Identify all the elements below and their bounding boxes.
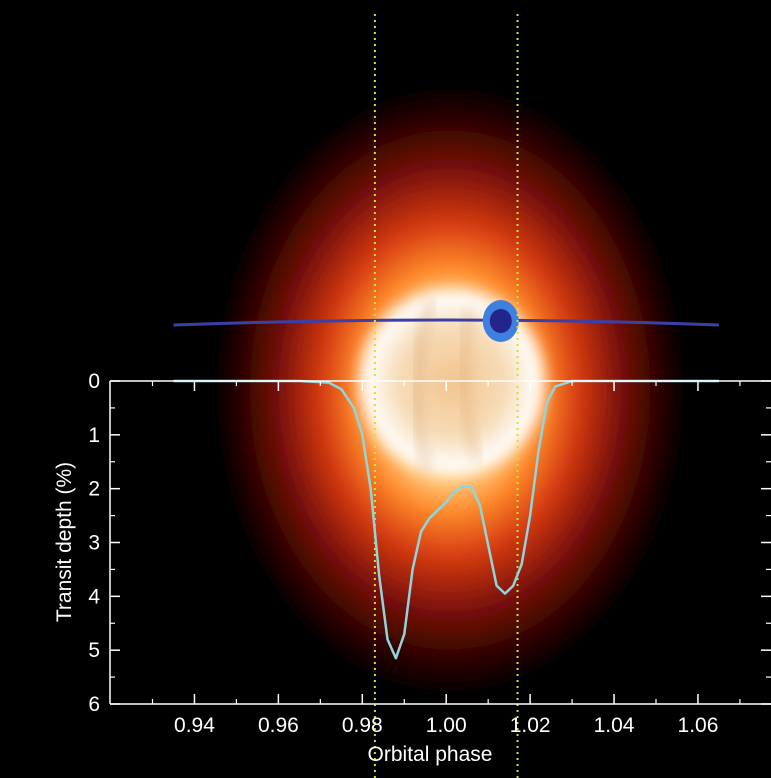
x-tick-label: 1.04 [594, 714, 635, 737]
bright-core [352, 282, 552, 482]
y-tick-label: 5 [88, 639, 100, 662]
x-tick-label: 0.94 [174, 714, 215, 737]
plot-area [173, 14, 719, 778]
axes: 0 1 2 3 4 5 6 0.94 0.96 0.98 1.00 1.02 1.04 1.06 [88, 370, 771, 737]
x-tick-label: 1.06 [678, 714, 719, 737]
x-tick-label: 0.96 [258, 714, 299, 737]
y-tick-label: 1 [88, 424, 100, 447]
y-tick-label: 0 [88, 370, 100, 393]
series-line-1 [173, 379, 719, 660]
y-tick-label: 2 [88, 478, 100, 501]
x-tick-label: 1.02 [510, 714, 551, 737]
y-tick-label: 6 [88, 693, 100, 716]
x-tick-label: 0.98 [342, 714, 383, 737]
y-axis-title: Transit depth (%) [53, 462, 76, 622]
planet-marker [489, 309, 512, 333]
x-tick-label: 1.00 [426, 714, 467, 737]
y-tick-label: 3 [88, 532, 100, 555]
core-streak-2 [458, 309, 483, 462]
x-axis-title: Orbital phase [368, 743, 493, 766]
y-tick-label: 4 [88, 585, 100, 608]
orbit-path [173, 318, 719, 327]
